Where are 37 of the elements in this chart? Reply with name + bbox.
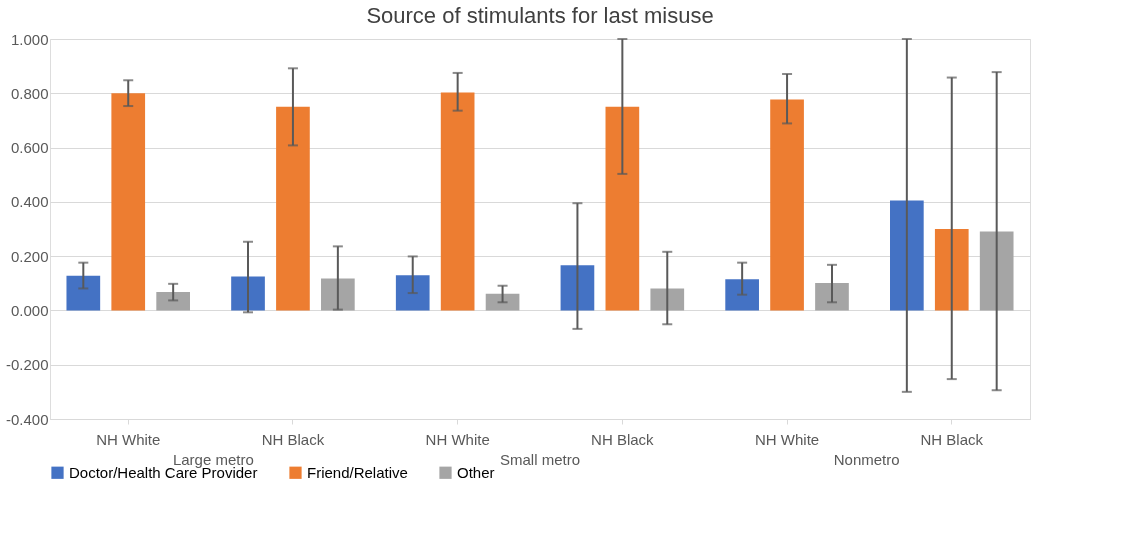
bar bbox=[395, 275, 430, 311]
legend-label: Other bbox=[457, 463, 495, 481]
bar bbox=[650, 288, 685, 311]
x-tick-label: NH Black bbox=[591, 430, 655, 448]
bar bbox=[979, 231, 1014, 311]
bar bbox=[934, 229, 969, 311]
bar bbox=[111, 93, 146, 311]
bar bbox=[560, 265, 595, 311]
bar bbox=[770, 99, 804, 311]
y-tick-label: 0.800 bbox=[10, 84, 49, 102]
y-tick-label: 0.600 bbox=[10, 139, 49, 157]
y-tick-label: -0.400 bbox=[5, 410, 49, 428]
bar bbox=[276, 106, 310, 311]
bar bbox=[156, 291, 190, 311]
legend-label: Friend/Relative bbox=[307, 463, 408, 481]
x-tick-label: NH Black bbox=[261, 430, 325, 448]
bar bbox=[231, 276, 265, 311]
bar bbox=[725, 279, 759, 311]
bar bbox=[485, 293, 520, 311]
bar bbox=[890, 200, 924, 311]
bar bbox=[605, 106, 640, 311]
y-tick-label: 0.400 bbox=[10, 193, 49, 211]
bar bbox=[66, 275, 101, 311]
text: Nonmetro bbox=[833, 451, 900, 468]
y-tick-label: 0.000 bbox=[10, 301, 49, 319]
y-tick-label: 1.000 bbox=[10, 30, 49, 48]
y-tick-label: -0.200 bbox=[5, 356, 49, 374]
text: Small metro bbox=[499, 451, 581, 468]
y-tick-label: 0.200 bbox=[10, 247, 49, 265]
x-tick-label: NH Black bbox=[920, 430, 984, 448]
x-tick-label: NH White bbox=[96, 430, 161, 448]
x-tick-label: NH White bbox=[425, 430, 490, 448]
bar bbox=[815, 283, 849, 311]
bar bbox=[440, 92, 475, 311]
bar bbox=[321, 278, 355, 311]
chart-title: Source of stimulants for last misuse bbox=[366, 3, 714, 28]
x-tick-label: NH White bbox=[754, 430, 820, 448]
